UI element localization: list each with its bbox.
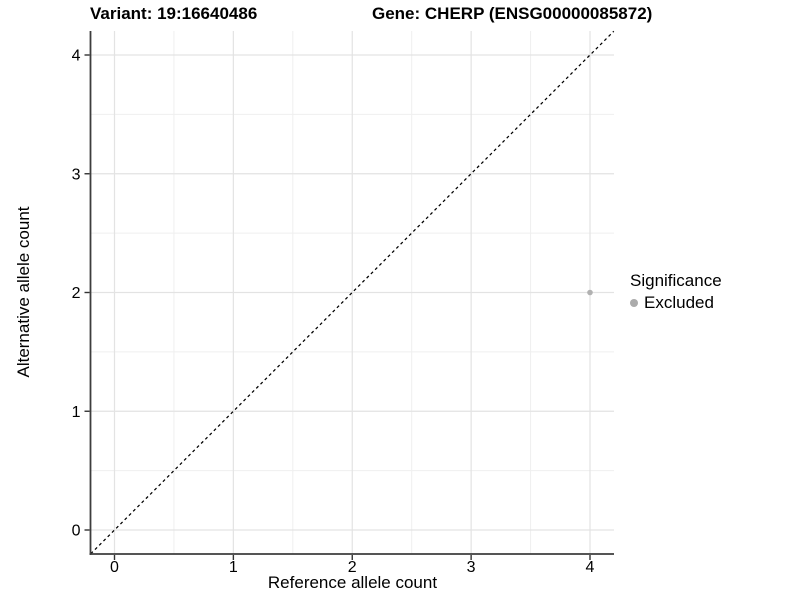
y-tick-label: 2 — [72, 285, 81, 302]
y-axis-title: Alternative allele count — [14, 206, 33, 378]
legend-item-excluded: Excluded — [630, 293, 722, 313]
legend-point-swatch-icon — [630, 299, 638, 307]
x-tick-label: 2 — [348, 559, 357, 576]
data-point — [587, 289, 593, 296]
y-tick-label: 0 — [72, 523, 81, 540]
legend-item-label: Excluded — [644, 293, 714, 312]
legend: Significance Excluded — [630, 271, 722, 313]
plot-title-gene: Gene: CHERP (ENSG00000085872) — [372, 4, 653, 23]
y-tick-label: 4 — [72, 48, 81, 65]
legend-title: Significance — [630, 271, 722, 290]
x-tick-label: 1 — [229, 559, 238, 576]
y-tick-label: 1 — [72, 404, 81, 421]
x-tick-label: 0 — [110, 559, 119, 576]
x-tick-label: 4 — [586, 559, 595, 576]
y-tick-label: 3 — [72, 166, 81, 183]
x-tick-label: 3 — [467, 559, 476, 576]
plot-title-variant: Variant: 19:16640486 — [90, 4, 258, 23]
x-axis-title: Reference allele count — [267, 573, 438, 592]
